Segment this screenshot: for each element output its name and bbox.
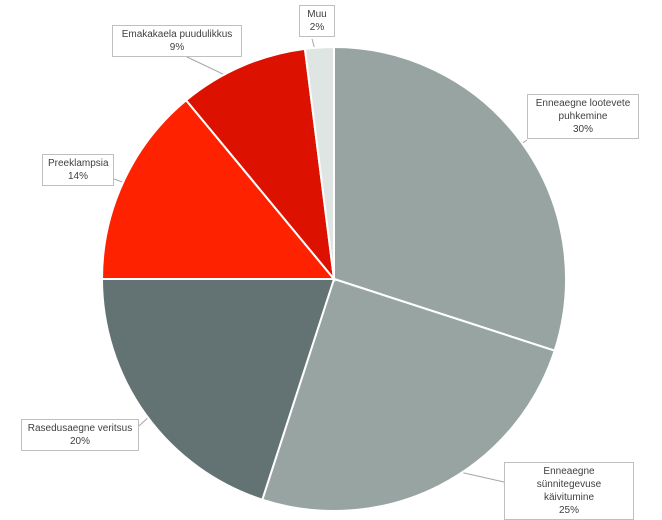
pie-slice-4	[184, 47, 336, 283]
slice-label-3: Preeklampsia 14%	[42, 154, 114, 186]
pie-slices	[100, 45, 567, 512]
slice-label-0-name: Enneaegne lootevete puhkemine	[535, 98, 631, 122]
slice-label-1-percent: 25%	[558, 505, 579, 516]
slice-label-5-name: Muu	[307, 9, 327, 20]
slice-label-4: Emakakaela puudulikkus 9%	[112, 25, 242, 57]
slice-label-1: Enneaegne sünnitegevuse käivitumine 25%	[504, 462, 634, 520]
slice-label-0-percent: 30%	[572, 124, 593, 135]
slice-label-4-percent: 9%	[169, 42, 185, 53]
slice-label-5-percent: 2%	[309, 22, 325, 33]
pie-slice-0	[333, 45, 567, 352]
slice-label-3-name: Preeklampsia	[48, 158, 109, 169]
slice-label-2: Rasedusaegne veritsus 20%	[21, 419, 139, 451]
slice-label-5: Muu 2%	[299, 5, 335, 37]
slice-label-2-percent: 20%	[69, 436, 90, 447]
pie-slice-2	[100, 278, 336, 501]
slice-label-2-name: Rasedusaegne veritsus	[27, 423, 133, 434]
pie-slice-5	[303, 45, 335, 280]
slice-label-1-name: Enneaegne sünnitegevuse käivitumine	[536, 466, 602, 503]
pie-slice-1	[261, 277, 556, 512]
slice-label-0: Enneaegne lootevete puhkemine 30%	[527, 94, 639, 139]
slice-label-4-name: Emakakaela puudulikkus	[121, 29, 233, 40]
pie-slice-3	[100, 98, 337, 280]
slice-label-3-percent: 14%	[67, 171, 88, 182]
